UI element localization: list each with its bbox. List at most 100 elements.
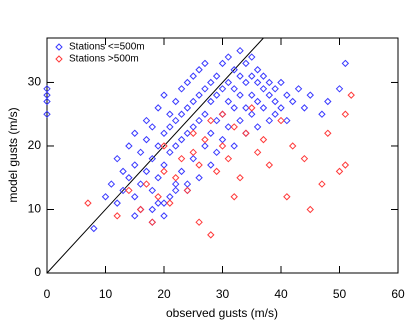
point — [171, 174, 180, 182]
point — [142, 116, 151, 125]
point — [324, 129, 332, 137]
point — [230, 193, 238, 201]
point — [248, 53, 256, 61]
point — [201, 135, 209, 144]
point — [230, 123, 238, 131]
point — [201, 85, 209, 93]
point — [242, 104, 250, 112]
point — [171, 97, 180, 106]
point — [43, 91, 51, 99]
point — [259, 72, 268, 80]
plot-frame — [46, 37, 399, 274]
point — [183, 104, 192, 112]
point — [189, 72, 197, 80]
point — [212, 91, 221, 99]
point — [230, 85, 238, 93]
point — [195, 116, 203, 125]
y-tick-label: 0 — [34, 265, 41, 279]
point — [166, 110, 174, 118]
legend-label: Stations <=500m — [69, 42, 145, 53]
point — [136, 205, 145, 214]
point — [160, 129, 168, 137]
point — [224, 78, 233, 87]
point — [43, 85, 51, 93]
point — [242, 129, 250, 137]
point — [248, 72, 256, 80]
point — [201, 59, 209, 68]
point — [300, 104, 309, 112]
point — [177, 135, 186, 144]
point — [160, 161, 168, 169]
point — [171, 142, 180, 150]
point — [125, 174, 133, 182]
point — [136, 180, 145, 188]
point — [207, 161, 215, 169]
point — [224, 97, 233, 106]
point — [189, 97, 197, 106]
point — [90, 224, 98, 233]
point — [154, 174, 162, 182]
point — [265, 78, 274, 87]
point — [183, 186, 192, 195]
point — [271, 97, 279, 106]
y-axis-label: model gusts (m/s) — [6, 107, 20, 202]
point — [177, 154, 186, 163]
x-tick-label: 50 — [333, 287, 347, 301]
legend-marker — [55, 55, 63, 63]
point — [218, 142, 227, 150]
point — [154, 142, 162, 150]
point — [318, 180, 326, 188]
point — [177, 167, 186, 176]
point — [300, 154, 309, 163]
point — [160, 199, 168, 207]
point — [259, 104, 268, 112]
point — [218, 59, 227, 68]
point — [142, 167, 151, 176]
point — [125, 142, 133, 150]
point — [154, 193, 162, 201]
point — [166, 148, 174, 157]
point — [148, 123, 157, 131]
y-tick-label: 10 — [28, 202, 42, 216]
point — [242, 129, 250, 137]
point — [236, 46, 244, 55]
point — [43, 97, 51, 106]
point — [195, 161, 203, 169]
point — [212, 148, 221, 157]
point — [236, 72, 244, 80]
point — [318, 110, 326, 118]
point — [113, 199, 121, 207]
point — [230, 142, 238, 150]
point — [148, 205, 157, 214]
point — [125, 186, 133, 195]
point — [160, 91, 168, 99]
point — [324, 97, 332, 106]
point — [277, 104, 285, 112]
x-tick-label: 30 — [216, 287, 230, 301]
point — [248, 104, 256, 112]
point — [224, 53, 233, 61]
point — [201, 110, 209, 118]
point — [195, 66, 203, 74]
x-tick-label: 10 — [99, 287, 113, 301]
point — [306, 205, 314, 214]
point — [265, 161, 274, 169]
point — [113, 154, 121, 163]
point — [218, 110, 227, 118]
point — [277, 116, 285, 125]
point — [248, 91, 256, 99]
point — [341, 59, 350, 68]
point — [148, 154, 157, 163]
point — [142, 135, 151, 144]
point — [183, 78, 192, 87]
point — [218, 110, 227, 118]
x-tick-label: 40 — [274, 287, 288, 301]
point — [271, 85, 279, 93]
point — [119, 167, 127, 176]
point — [288, 142, 297, 150]
point — [107, 180, 116, 188]
one-to-one-line — [46, 37, 264, 274]
point — [160, 212, 168, 220]
x-tick-label: 0 — [44, 287, 51, 301]
point — [177, 85, 186, 93]
